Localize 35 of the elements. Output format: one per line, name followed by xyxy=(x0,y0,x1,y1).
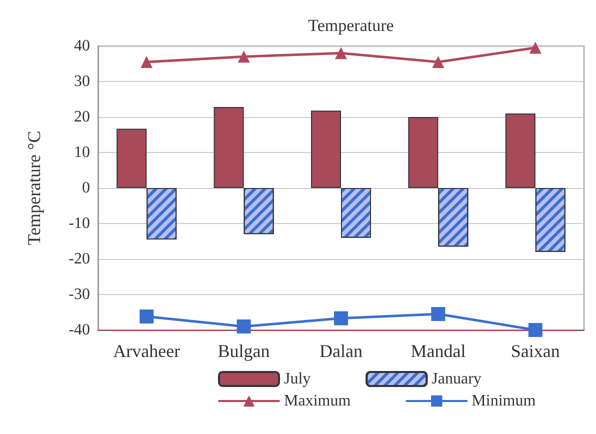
legend-label: July xyxy=(284,370,311,388)
x-tick-label: Saixan xyxy=(510,341,560,361)
bar xyxy=(311,110,341,188)
point xyxy=(238,50,250,63)
legend-label: Maximum xyxy=(284,392,352,410)
bar xyxy=(505,113,536,188)
point xyxy=(140,310,154,324)
chart-title: Temperature xyxy=(308,16,394,35)
point xyxy=(431,307,446,322)
point xyxy=(529,42,542,54)
point xyxy=(140,56,153,68)
y-tick-label: -30 xyxy=(68,286,90,303)
bar xyxy=(214,107,244,188)
x-tick-label: Bulgan xyxy=(218,341,270,361)
point xyxy=(335,47,347,60)
x-tick-label: Mandal xyxy=(410,341,466,361)
y-axis-title: Temperature °C xyxy=(24,130,44,246)
y-tick-label: -20 xyxy=(68,250,90,268)
legend-label: January xyxy=(432,370,482,388)
y-tick-label: 0 xyxy=(82,180,90,196)
point xyxy=(432,56,444,68)
x-tick-label: Dalan xyxy=(320,341,362,361)
x-tick-label: Arvaheer xyxy=(113,341,180,361)
legend-label: Minimum xyxy=(472,392,536,410)
bar xyxy=(408,117,438,188)
point xyxy=(528,323,542,337)
point xyxy=(236,319,251,334)
y-tick-label: 10 xyxy=(74,144,90,161)
point xyxy=(334,311,348,326)
y-tick-label: -40 xyxy=(68,322,90,338)
y-tick-label: 30 xyxy=(74,73,90,90)
y-tick-label: -10 xyxy=(68,215,90,232)
bar xyxy=(116,128,147,188)
y-tick-label: 40 xyxy=(74,38,90,54)
y-tick-label: 20 xyxy=(74,108,90,126)
